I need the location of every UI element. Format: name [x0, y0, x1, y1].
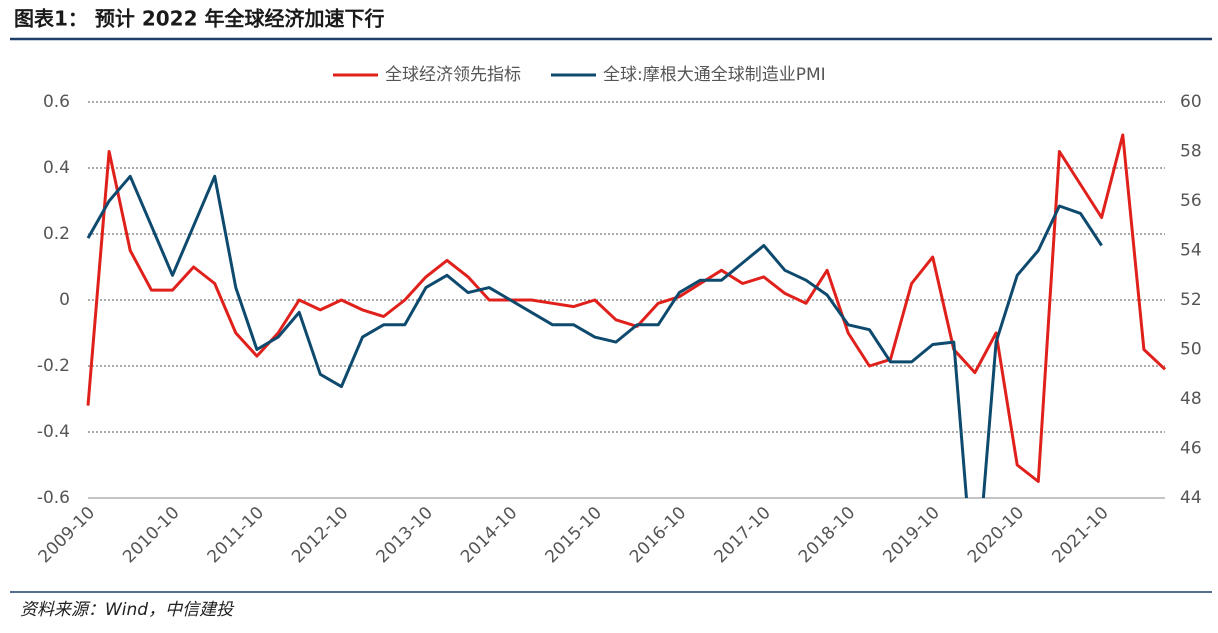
- y2-tick-label: 46: [1180, 439, 1202, 459]
- series-line: [86, 174, 1103, 498]
- x-tick-label: 2016-10: [626, 503, 690, 567]
- x-tick-label: 2011-10: [204, 503, 268, 567]
- x-tick-label: 2010-10: [119, 503, 183, 567]
- y-tick-label: -0.4: [37, 422, 70, 442]
- legend-label: 全球:摩根大通全球制造业PMI: [603, 65, 826, 85]
- y-tick-label: -0.6: [37, 488, 70, 508]
- y-tick-label: 0.6: [43, 92, 70, 112]
- y-tick-label: 0.4: [43, 158, 70, 178]
- legend-label: 全球经济领先指标: [385, 65, 521, 85]
- x-tick-label: 2014-10: [457, 503, 521, 567]
- x-tick-label: 2018-10: [795, 503, 859, 567]
- source-note: 资料来源：Wind，中信建投: [20, 600, 235, 620]
- x-tick-label: 2020-10: [964, 503, 1028, 567]
- x-tick-label: 2009-10: [35, 503, 99, 567]
- y-tick-label: -0.2: [37, 356, 70, 376]
- x-tick-label: 2013-10: [373, 503, 437, 567]
- y2-tick-label: 50: [1180, 340, 1202, 360]
- x-tick-label: 2021-10: [1048, 503, 1112, 567]
- y2-tick-label: 44: [1180, 488, 1202, 508]
- x-tick-label: 2012-10: [288, 503, 352, 567]
- y-tick-label: 0: [59, 290, 70, 310]
- series-line: [86, 133, 1167, 483]
- y2-tick-label: 52: [1180, 290, 1202, 310]
- plot: [86, 133, 1167, 498]
- y2-tick-label: 58: [1180, 142, 1202, 162]
- y-tick-label: 0.2: [43, 224, 70, 244]
- y2-tick-label: 60: [1180, 92, 1202, 112]
- x-tick-label: 2019-10: [879, 503, 943, 567]
- chart-title: 图表1： 预计 2022 年全球经济加速下行: [14, 7, 384, 31]
- y2-tick-label: 54: [1180, 241, 1202, 261]
- y2-tick-label: 56: [1180, 191, 1202, 211]
- x-tick-label: 2015-10: [542, 503, 606, 567]
- x-tick-label: 2017-10: [710, 503, 774, 567]
- y2-tick-label: 48: [1180, 389, 1202, 409]
